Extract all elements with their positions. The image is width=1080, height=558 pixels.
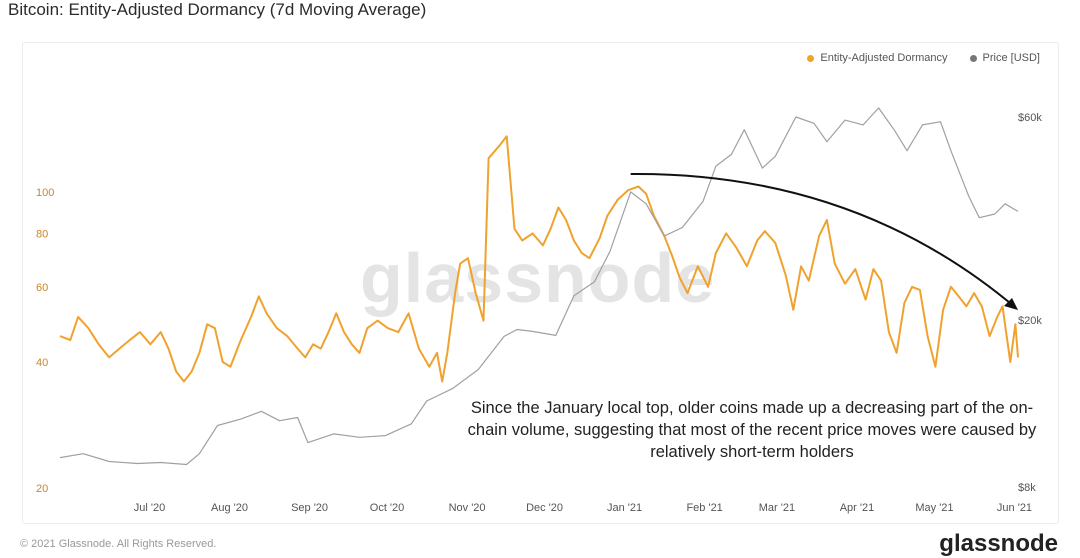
- right-axis-tick-label: $8k: [1018, 482, 1036, 494]
- x-axis-tick-label: Jan '21: [607, 502, 642, 514]
- x-axis-tick-label: Oct '20: [370, 502, 405, 514]
- trend-arrow-line: [630, 172, 1017, 309]
- legend-dot-price: [969, 54, 977, 62]
- x-axis-tick-label: Aug '20: [211, 502, 248, 514]
- brand-logo: glassnode: [939, 530, 1058, 557]
- series-line-dormancy: [59, 135, 1019, 383]
- watermark: glassnode: [360, 239, 716, 317]
- legend-item-price[interactable]: Price [USD]: [969, 52, 1040, 64]
- legend-item-dormancy[interactable]: Entity-Adjusted Dormancy: [807, 52, 948, 64]
- x-axis-tick-label: Jul '20: [134, 502, 165, 514]
- right-axis-tick-label: $20k: [1018, 315, 1042, 327]
- right-axis-tick-label: $60k: [1018, 112, 1042, 124]
- x-axis-tick-label: Feb '21: [686, 502, 722, 514]
- copyright-text: © 2021 Glassnode. All Rights Reserved.: [20, 538, 217, 550]
- legend-dot-dormancy: [807, 54, 815, 62]
- x-axis-tick-label: Sep '20: [291, 502, 328, 514]
- chart-title: Bitcoin: Entity-Adjusted Dormancy (7d Mo…: [8, 0, 427, 19]
- chart-panel: [22, 42, 1059, 524]
- trend-arrow-head: [1004, 298, 1018, 310]
- x-axis-tick-label: Jun '21: [997, 502, 1032, 514]
- x-axis-tick-label: Mar '21: [759, 502, 795, 514]
- legend-label-price: Price [USD]: [982, 52, 1040, 64]
- left-axis-tick-label: 40: [36, 357, 48, 369]
- left-axis-tick-label: 100: [36, 187, 54, 199]
- x-axis-tick-label: Nov '20: [449, 502, 486, 514]
- left-axis-tick-label: 60: [36, 282, 48, 294]
- legend: Entity-Adjusted Dormancy Price [USD]: [807, 52, 1040, 64]
- legend-label-dormancy: Entity-Adjusted Dormancy: [820, 52, 948, 64]
- x-axis-tick-label: May '21: [915, 502, 953, 514]
- left-axis-tick-label: 80: [36, 228, 48, 240]
- x-axis-tick-label: Dec '20: [526, 502, 563, 514]
- x-axis-tick-label: Apr '21: [840, 502, 875, 514]
- left-axis-tick-label: 20: [36, 483, 48, 495]
- series-line-price: [59, 107, 1019, 466]
- annotation-text: Since the January local top, older coins…: [467, 399, 1037, 461]
